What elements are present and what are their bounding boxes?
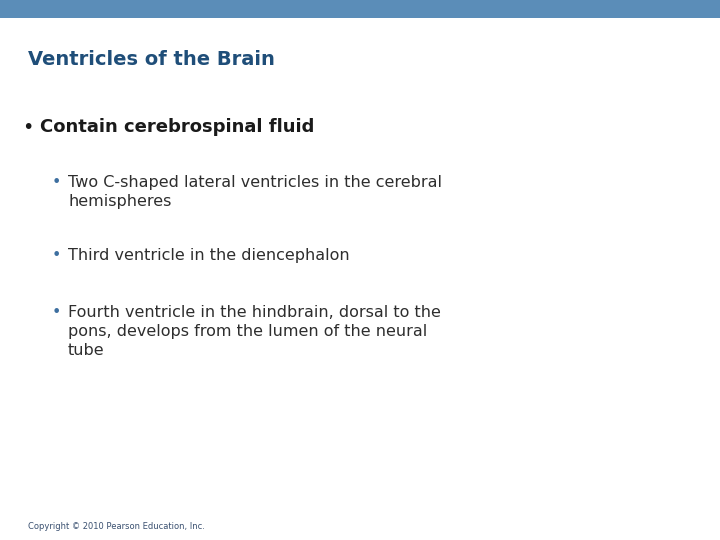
Bar (0, 0, 720, 18)
Text: Third ventricle in the diencephalon: Third ventricle in the diencephalon (68, 248, 350, 263)
Text: Ventricles of the Brain: Ventricles of the Brain (28, 50, 275, 69)
Text: Contain cerebrospinal fluid: Contain cerebrospinal fluid (40, 118, 315, 136)
Text: Two C-shaped lateral ventricles in the cerebral
hemispheres: Two C-shaped lateral ventricles in the c… (68, 175, 442, 209)
Text: •: • (22, 118, 33, 137)
Text: Copyright © 2010 Pearson Education, Inc.: Copyright © 2010 Pearson Education, Inc. (28, 522, 205, 531)
Text: •: • (52, 305, 61, 320)
Text: •: • (52, 248, 61, 263)
Text: •: • (52, 175, 61, 190)
Text: Fourth ventricle in the hindbrain, dorsal to the
pons, develops from the lumen o: Fourth ventricle in the hindbrain, dorsa… (68, 305, 441, 359)
